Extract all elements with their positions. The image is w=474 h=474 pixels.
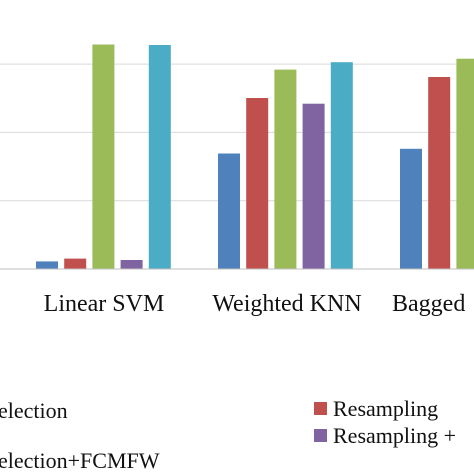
category-label: Bagged	[392, 291, 465, 317]
bar	[36, 261, 58, 269]
legend-swatch	[314, 402, 327, 415]
category-label: Linear SVM	[44, 291, 165, 317]
bar	[120, 260, 143, 269]
legend-label: election+FCMFW	[0, 448, 160, 473]
bar	[428, 77, 451, 269]
legend-label: election	[0, 398, 68, 423]
legend-label: Resampling	[333, 396, 438, 421]
bar	[64, 258, 87, 269]
category-labels: Linear SVM Weighted KNN Bagged	[44, 291, 466, 317]
bar	[218, 153, 240, 269]
bar	[148, 45, 171, 269]
bar	[246, 98, 269, 269]
category-label: Weighted KNN	[212, 291, 361, 317]
bar	[92, 44, 115, 269]
bar	[456, 58, 474, 270]
legend-label: Resampling +	[333, 423, 456, 448]
bar	[400, 148, 422, 269]
legend-swatch	[314, 429, 327, 442]
bar	[274, 69, 297, 269]
bars	[36, 44, 474, 270]
legend: election election+FCMFW Resampling Resam…	[0, 396, 456, 473]
bar	[330, 62, 353, 270]
bar	[302, 103, 325, 269]
